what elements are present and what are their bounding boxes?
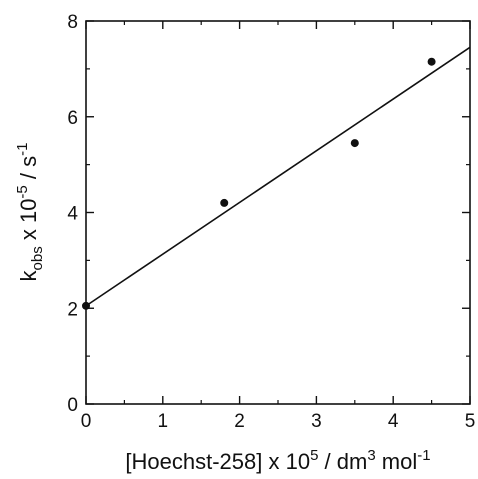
plot-frame <box>85 20 471 405</box>
tick-labels: 0 1 2 3 4 5 0 2 4 6 8 <box>67 12 475 432</box>
x-tick-label: 1 <box>158 411 169 432</box>
y-tick-label: 6 <box>67 108 78 129</box>
x-tick-label: 4 <box>388 411 399 432</box>
fit-line <box>85 46 471 307</box>
y-tick-label: 4 <box>67 204 78 225</box>
y-tick-label: 8 <box>67 12 78 33</box>
x-tick-label: 5 <box>465 411 476 432</box>
data-point <box>427 57 436 66</box>
y-tick-label: 2 <box>67 299 78 320</box>
data-point <box>82 301 90 310</box>
x-axis-label: [Hoechst-258] x 105 / dm3 mol-1 <box>125 447 430 474</box>
y-axis-label: kobs x 10-5 / s-1 <box>14 143 46 282</box>
x-tick-label: 2 <box>234 411 245 432</box>
data-point <box>350 139 359 148</box>
data-point <box>220 198 229 207</box>
x-tick-label: 3 <box>311 411 322 432</box>
data-points <box>82 57 436 310</box>
y-tick-label: 0 <box>67 395 78 416</box>
axis-ticks <box>85 20 471 405</box>
x-tick-label: 0 <box>81 411 92 432</box>
